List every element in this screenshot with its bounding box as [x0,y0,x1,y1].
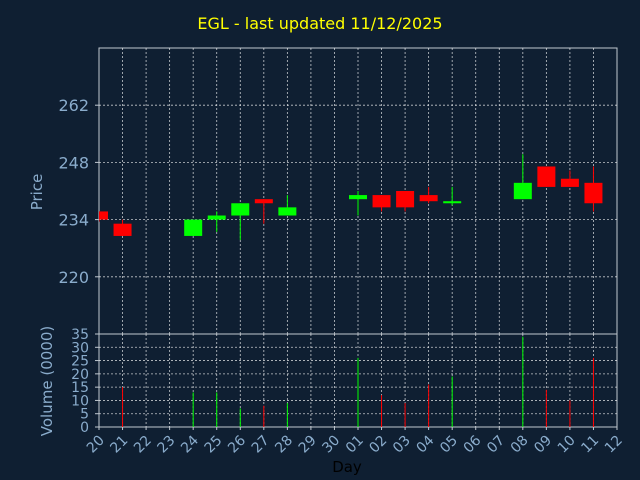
candle [278,195,297,216]
x-tick-label: 01 [343,433,367,457]
volume-tick-label: 30 [71,340,89,356]
x-tick-label: 09 [531,433,555,457]
candle-body [349,195,367,200]
candle [443,186,462,206]
chart-title: EGL - last updated 11/12/2025 [197,14,443,33]
candle [184,219,203,236]
x-tick-label: 23 [155,433,179,457]
candle [207,211,226,232]
x-tick-label: 20 [84,433,108,457]
candle-body [419,195,438,202]
candle [99,211,108,222]
price-tick-label: 220 [58,268,89,287]
candle [396,191,415,212]
price-axis-label: Price [28,174,46,211]
x-tick-label: 12 [602,433,626,457]
candle-body [254,199,273,204]
candle-body [231,203,250,216]
x-tick-label: 28 [272,433,296,457]
volume-tick-label: 0 [80,420,89,436]
price-tick-label: 248 [58,153,89,172]
x-tick-label: 25 [202,433,226,457]
price-tick-label: 262 [58,96,89,115]
x-tick-label: 03 [390,433,414,457]
x-tick-label: 10 [555,433,579,457]
volume-tick-label: 35 [71,327,89,343]
candle-body [443,201,462,204]
x-tick-label: 04 [414,432,438,456]
candle-body [184,219,203,236]
candle [537,166,556,187]
x-tick-label: 08 [508,433,532,457]
candle [513,154,532,200]
candle-body [278,207,297,216]
candle-body [584,182,603,204]
volume-tick-label: 10 [71,393,89,409]
candle-body [99,211,108,220]
x-tick-label: 06 [461,432,485,456]
x-tick-label: 02 [366,433,390,457]
x-tick-label: 21 [107,433,131,457]
x-tick-label: 24 [178,432,202,456]
candles [99,154,603,241]
candle [113,219,132,236]
x-axis: 20 21 22 23 24 25 26 27 28 29 30 01 02 03 04 05 06 07 08 09… [84,427,626,456]
x-tick-label: 11 [578,433,602,457]
candle-body [396,191,415,208]
candle-body [537,166,556,187]
candle [231,203,250,241]
candle [584,166,603,212]
volume-tick-label: 25 [71,354,89,370]
x-tick-label: 27 [249,433,273,457]
x-axis-label: Day [332,458,362,476]
candle [254,199,273,224]
candle-body [513,182,532,200]
x-tick-label: 07 [484,433,508,457]
candle [419,186,438,204]
candle [560,170,579,187]
volume-axis-label: Volume (0000) [38,326,56,436]
price-panel: 220 234 248 262 [58,47,618,335]
x-tick-label: 05 [437,433,461,457]
x-tick-label: 29 [296,433,320,457]
candle [372,195,391,212]
candle-body [372,195,391,208]
price-tick-label: 234 [58,211,89,230]
volume-tick-label: 20 [71,367,89,383]
x-tick-label: 26 [225,432,249,456]
candle-body [560,178,579,187]
candle [349,191,367,216]
candle-body [113,223,132,236]
x-tick-label: 30 [319,433,343,457]
volume-tick-label: 15 [71,380,89,396]
x-tick-label: 22 [131,433,155,457]
volume-tick-label: 5 [80,407,89,423]
candle-body [207,215,226,220]
